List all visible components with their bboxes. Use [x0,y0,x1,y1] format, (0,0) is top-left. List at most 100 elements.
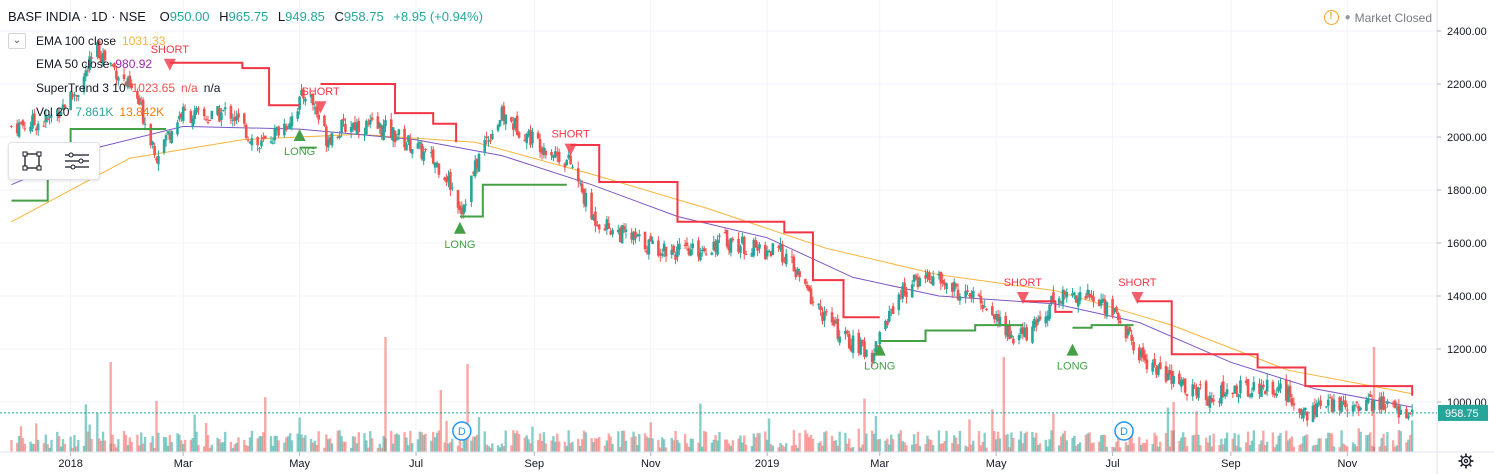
settings-lines-icon[interactable] [62,148,92,174]
legend-ema50[interactable]: EMA 50 close 980.92 [36,57,153,71]
candle-body [1008,324,1011,340]
volume-bar [220,442,223,452]
warning-icon[interactable]: ! [1323,10,1339,25]
volume-bar [844,432,847,452]
candle-body [443,177,446,181]
candle-body [643,231,647,250]
volume-bar [624,440,628,452]
candle-body [689,249,693,256]
volume-bar [966,446,969,452]
volume-bar [1111,446,1114,452]
volume-bar [510,445,513,452]
candle-body [10,125,13,127]
volume-bar [1286,440,1290,452]
volume-bar [141,443,145,452]
symbol-title[interactable]: BASF INDIA · 1D · NSE [8,9,146,24]
candle-body [823,311,826,321]
market-status[interactable]: ! ● Market Closed [1323,10,1432,25]
volume-bar [126,445,130,452]
candle-body [326,139,330,148]
candle-body [1288,386,1292,398]
volume-bar [956,444,960,452]
drawing-toolbox [8,142,100,180]
volume-bar [1204,437,1208,452]
candle-body [300,90,303,96]
volume-bar [683,433,687,452]
candle-body [431,149,435,164]
volume-bar [69,436,72,452]
candle-body [771,243,775,256]
rectangle-tool-icon[interactable] [17,148,47,174]
volume-bar [557,441,561,452]
volume-bar [420,432,423,452]
volume-bar [861,444,864,452]
volume-bar [931,445,935,452]
candle-body [1065,292,1069,298]
legend-ema100[interactable]: ⌄ EMA 100 close 1031.33 [8,33,171,49]
candle-body [851,335,855,354]
candle-body [1204,381,1208,400]
volume-bar [353,436,357,452]
volume-bar [1105,446,1109,452]
volume-bar [687,446,691,452]
candle-body [597,224,601,230]
candle-body [485,136,488,139]
candle-body [647,239,651,255]
volume-bar [821,445,824,452]
volume-bar [317,431,320,452]
volume-bar [208,447,212,452]
candle-body [258,147,261,149]
candle-body [378,123,382,128]
volume-bar [712,439,715,452]
candle-body [1315,403,1319,417]
candle-body [1141,347,1145,359]
candle-body [1038,316,1042,320]
volume-bar [10,440,13,452]
volume-bar [1315,444,1318,452]
candle-body [1193,385,1196,387]
legend-volume[interactable]: Vol 20 7.861K 13.842K [36,105,165,119]
dividend-marker[interactable]: D [1114,421,1134,441]
legend-supertrend[interactable]: SuperTrend 3 10 1023.65 n/a n/a [36,81,221,95]
volume-bar [338,430,341,452]
candle-body [687,248,691,255]
candle-body [1319,400,1322,406]
candle-body [784,253,788,265]
candle-body [1157,365,1160,375]
volume-bar [1319,438,1322,452]
y-tick-label: 2200.00 [1447,79,1487,91]
volume-bar [697,442,700,452]
status-dot-icon: ● [1344,12,1351,23]
candle-body [704,253,708,255]
candle-body [1237,394,1240,398]
candle-body [1155,367,1158,375]
volume-bar [1057,445,1061,452]
dividend-marker[interactable]: D [452,421,472,441]
candle-body [178,115,181,120]
volume-bar [405,437,408,452]
candle-body [389,119,393,138]
volume-bar [897,433,901,452]
candle-body [941,280,945,284]
candle-body [491,133,494,140]
candle-body [338,135,341,138]
candle-body [1260,385,1263,397]
gear-icon[interactable] [1458,453,1474,469]
volume-bar [1292,446,1296,452]
candle-body [179,113,183,118]
volume-bar [676,439,679,452]
volume-bar [651,438,654,452]
volume-bar [237,437,240,452]
candle-body [1332,399,1336,412]
candle-body [416,143,420,149]
candle-body [1239,380,1242,394]
collapse-legend-icon[interactable]: ⌄ [8,33,26,49]
volume-bar [340,435,343,452]
volume-bar [485,444,488,452]
candle-body [235,115,238,121]
volume-bar [1019,431,1023,452]
candle-body [365,120,368,135]
candle-body [1115,307,1118,313]
